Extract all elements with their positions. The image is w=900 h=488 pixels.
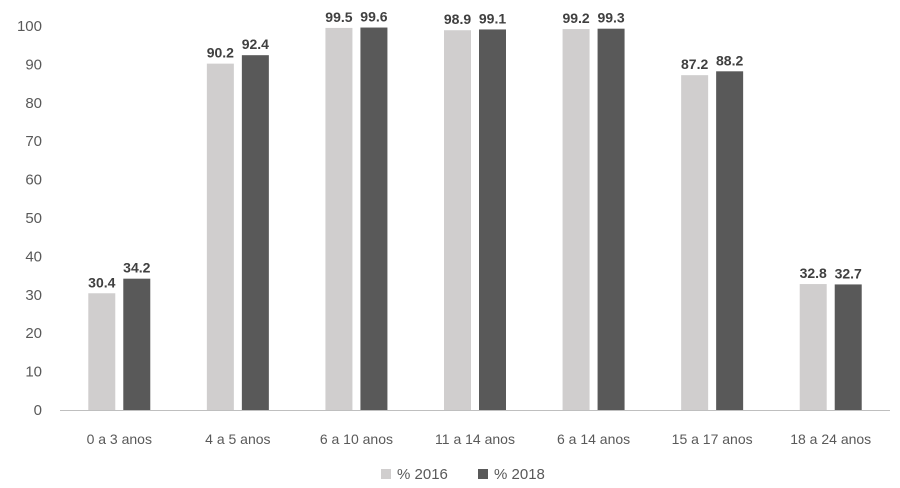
y-tick-label: 60: [25, 172, 42, 189]
data-label: 92.4: [242, 36, 269, 52]
bar-2016-5: [681, 75, 709, 410]
data-label: 88.2: [716, 52, 743, 68]
data-label: 99.1: [479, 10, 506, 26]
bar-2018-6: [834, 284, 862, 410]
legend-swatch: [478, 469, 488, 479]
legend-label: % 2016: [397, 466, 448, 483]
bars: [88, 27, 862, 411]
data-label: 99.3: [597, 10, 624, 26]
y-tick-label: 80: [25, 95, 42, 112]
bar-2018-4: [597, 28, 625, 411]
y-tick-label: 20: [25, 325, 42, 342]
y-tick-label: 0: [34, 402, 42, 419]
bar-2018-5: [716, 71, 744, 410]
x-axis-labels: 0 a 3 anos 4 a 5 anos 6 a 10 anos 11 a 14 a…: [87, 431, 872, 447]
data-label: 30.4: [88, 274, 115, 290]
data-label: 98.9: [444, 11, 471, 27]
x-category-label: 18 a 24 anos: [790, 431, 871, 447]
data-label: 99.5: [325, 9, 352, 25]
x-category-label: 4 a 5 anos: [205, 431, 270, 447]
bar-2016-6: [799, 284, 827, 410]
legend-swatch: [381, 469, 391, 479]
data-label: 32.7: [835, 265, 862, 281]
y-tick-label: 100: [17, 18, 42, 35]
data-label: 99.6: [360, 9, 387, 25]
bar-2018-1: [241, 55, 269, 411]
data-label: 99.2: [562, 10, 589, 26]
data-label: 87.2: [681, 56, 708, 72]
x-category-label: 0 a 3 anos: [87, 431, 152, 447]
y-tick-label: 50: [25, 210, 42, 227]
bar-2016-3: [444, 30, 471, 410]
y-tick-label: 40: [25, 248, 42, 265]
bar-2016-0: [88, 293, 116, 410]
y-tick-label: 10: [25, 364, 42, 381]
x-category-label: 11 a 14 anos: [435, 431, 515, 447]
legend: % 2016 % 2018: [381, 466, 545, 483]
y-tick-label: 30: [25, 287, 42, 304]
x-category-label: 15 a 17 anos: [672, 431, 753, 447]
bar-2016-1: [206, 63, 234, 411]
legend-label: % 2018: [494, 466, 545, 483]
data-label: 32.8: [800, 265, 827, 281]
data-labels: 30.4 34.2 90.2 92.4 99.5 99.6 98.9 99.1 99.2 99.3…: [88, 9, 862, 291]
bar-2016-4: [562, 29, 590, 411]
data-label: 34.2: [123, 260, 150, 276]
bar-2018-2: [360, 27, 388, 410]
bar-2018-0: [123, 278, 151, 410]
y-tick-label: 70: [25, 133, 42, 150]
bar-2018-3: [479, 29, 506, 411]
y-tick-label: 90: [25, 56, 42, 73]
x-category-label: 6 a 10 anos: [320, 431, 393, 447]
data-label: 90.2: [207, 45, 234, 61]
bar-2016-2: [325, 27, 353, 410]
y-axis-ticks: 0 10 20 30 40 50 60 70 80 90 100: [17, 18, 42, 419]
x-category-label: 6 a 14 anos: [557, 431, 630, 447]
